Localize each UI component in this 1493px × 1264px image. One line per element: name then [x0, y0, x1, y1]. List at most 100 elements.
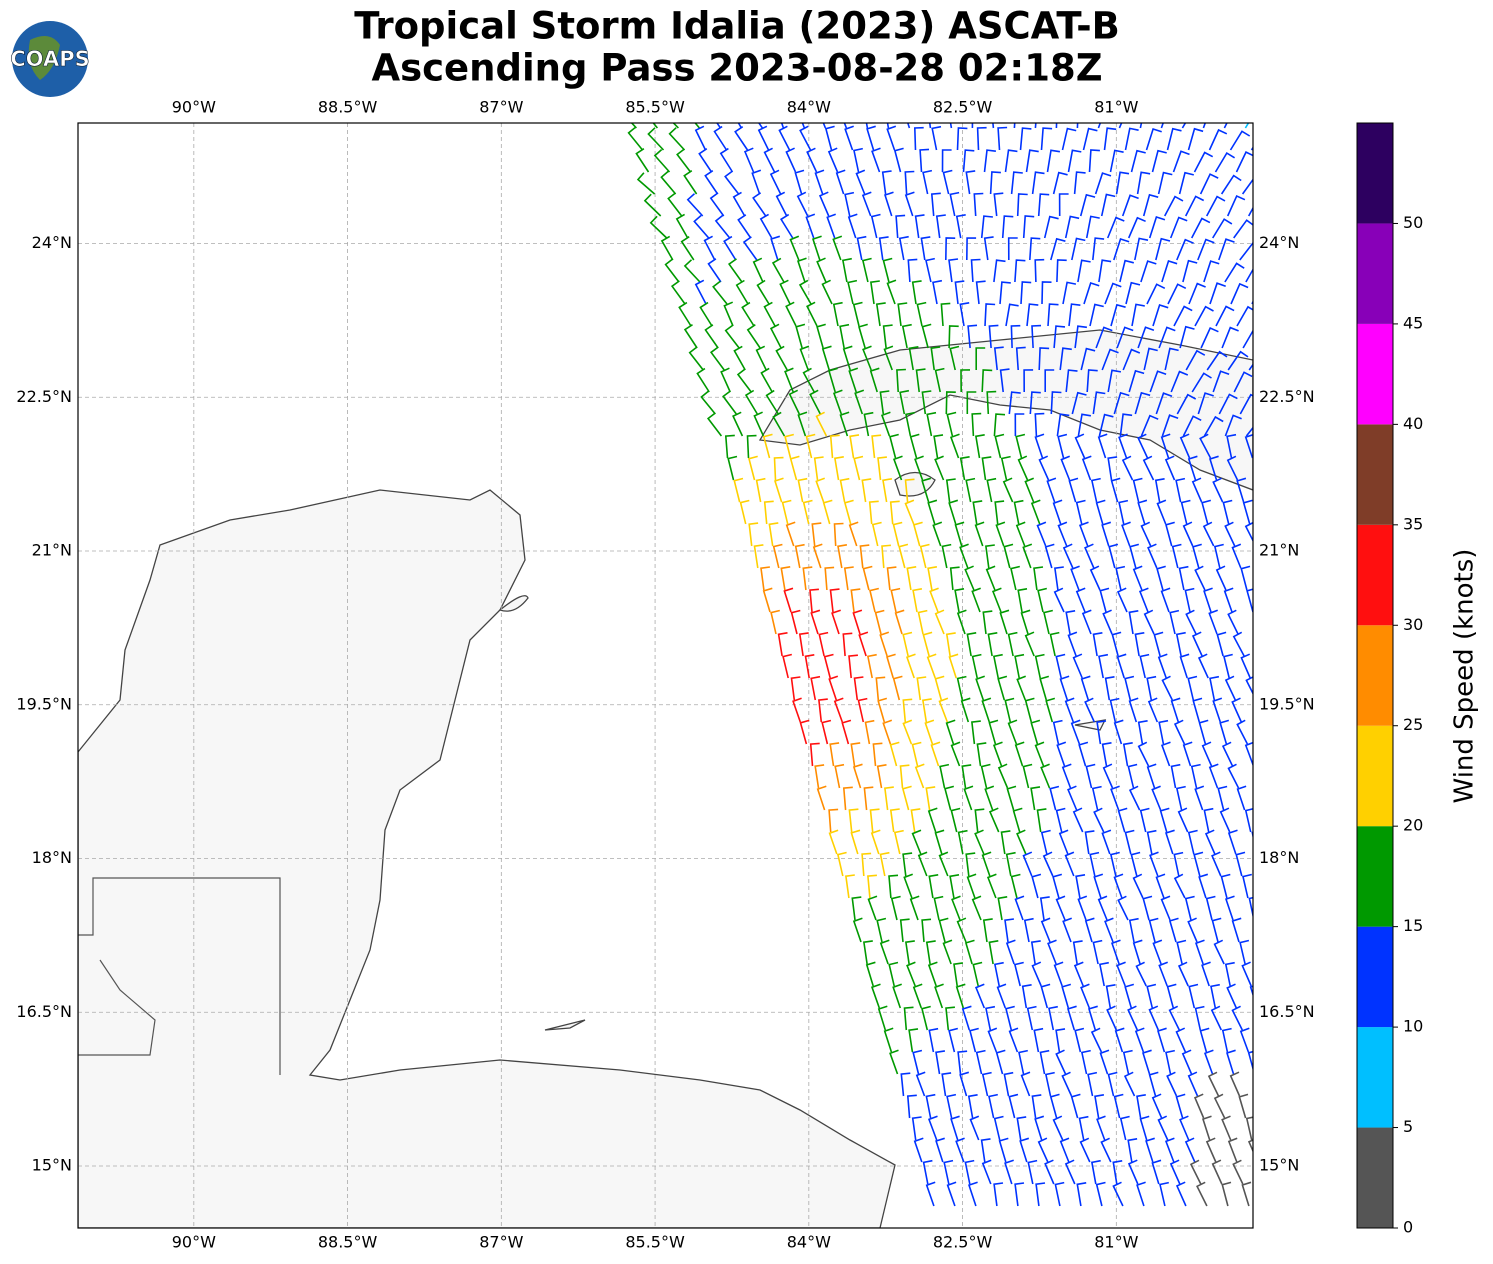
wind-barb [997, 675, 1008, 701]
wind-barb [635, 148, 650, 173]
wind-barb [1059, 347, 1072, 371]
wind-barb [1239, 939, 1250, 965]
wind-barb [1131, 303, 1145, 327]
wind-barb [1022, 543, 1033, 569]
wind-barb [1148, 1005, 1160, 1031]
wind-barb [1048, 1005, 1058, 1031]
wind-barb [785, 301, 797, 327]
wind-barb [1140, 414, 1159, 437]
wind-barb [844, 874, 855, 899]
wind-barb [1057, 433, 1068, 459]
wind-barb [1050, 391, 1062, 415]
wind-barb [1030, 499, 1041, 525]
lat-tick-label: 21°N [1259, 541, 1299, 560]
wind-barb [985, 1005, 996, 1031]
wind-barb [967, 1094, 978, 1119]
wind-barb [1175, 1093, 1186, 1119]
wind-barb [1106, 216, 1125, 239]
wind-barb [893, 829, 904, 855]
wind-barb [1190, 217, 1211, 239]
wind-barb [1080, 1049, 1091, 1075]
wind-barb [1091, 785, 1102, 811]
wind-barb [999, 609, 1010, 635]
wind-barb [1037, 193, 1050, 217]
wind-barb [981, 697, 992, 723]
wind-barb [1119, 259, 1134, 283]
wind-barb [826, 213, 836, 239]
wind-barb [773, 456, 784, 481]
wind-barb [1160, 433, 1171, 459]
wind-barb [906, 566, 917, 591]
wind-barb [1231, 543, 1242, 569]
wind-barb [1040, 127, 1053, 151]
wind-barb [783, 587, 794, 613]
wind-barb [1040, 983, 1051, 1009]
wind-barb [1146, 763, 1157, 789]
wind-barb [871, 521, 882, 547]
wind-barb [799, 719, 810, 745]
wind-barb [1160, 741, 1171, 767]
wind-barb [1110, 303, 1126, 327]
wind-barb [984, 303, 996, 327]
wind-barb [1094, 1094, 1105, 1119]
wind-barb [1173, 851, 1184, 877]
wind-barb [948, 1027, 958, 1053]
wind-barb [1030, 719, 1041, 745]
wind-barb [1061, 763, 1072, 789]
wind-barb [908, 1028, 919, 1053]
wind-barb [959, 543, 969, 569]
wind-barb [1232, 1159, 1244, 1185]
wind-barb [927, 1115, 938, 1141]
lat-tick-label: 18°N [1259, 848, 1299, 867]
wind-barb [949, 191, 960, 217]
wind-barb [1145, 127, 1162, 151]
colorbar-segment [1357, 123, 1393, 224]
wind-barb [856, 235, 867, 261]
wind-barb [981, 1071, 992, 1097]
wind-barb [1016, 1116, 1027, 1141]
wind-barb [861, 257, 872, 283]
wind-barb [1054, 1181, 1065, 1207]
wind-barb [833, 456, 844, 481]
wind-barb [1061, 127, 1077, 151]
wind-barb [971, 412, 982, 437]
wind-barb [1151, 149, 1167, 173]
lon-tick-label: 87°W [479, 1233, 523, 1252]
wind-barb [1052, 1115, 1064, 1141]
wind-barb [1062, 281, 1077, 305]
wind-barb [901, 323, 912, 349]
wind-barb [1023, 369, 1034, 393]
wind-barb [1216, 631, 1227, 657]
logo: COAPS [10, 21, 90, 97]
wind-barb [1037, 1137, 1049, 1163]
wind-barb [1052, 499, 1063, 525]
wind-barb [976, 126, 987, 151]
wind-barb [1198, 719, 1209, 745]
wind-barb [1090, 1159, 1101, 1185]
wind-barb [1130, 851, 1141, 877]
wind-barb [748, 455, 758, 481]
wind-barb [1224, 262, 1245, 283]
wind-barb [1118, 499, 1129, 525]
wind-barb [1080, 347, 1096, 371]
wind-barb [890, 587, 901, 613]
wind-barb [930, 192, 941, 217]
wind-barb [763, 301, 776, 327]
wind-barb [889, 433, 899, 459]
wind-barb [934, 367, 945, 393]
wind-barb [832, 235, 843, 261]
map-frame [77, 122, 1254, 1229]
wind-barb [1044, 369, 1055, 392]
wind-barb [1169, 216, 1188, 239]
wind-barb [869, 587, 879, 613]
wind-barb [806, 301, 818, 327]
wind-barb [1193, 851, 1204, 877]
wind-barb [1241, 1181, 1252, 1207]
wind-barb [869, 280, 880, 305]
wind-barb [1112, 1181, 1124, 1207]
wind-barb [839, 323, 850, 349]
wind-barb [1175, 785, 1186, 811]
wind-barb [833, 697, 844, 723]
wind-barb [1177, 807, 1189, 833]
colorbar-tick-label: 25 [1403, 715, 1423, 734]
